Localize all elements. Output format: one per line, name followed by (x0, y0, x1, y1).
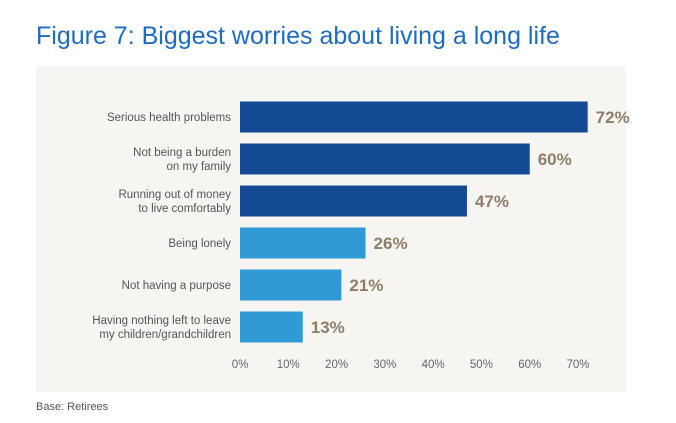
bar (240, 311, 303, 343)
x-tick-label: 0% (232, 359, 249, 371)
category-label: Serious health problems (107, 112, 231, 124)
data-label: 26% (374, 234, 408, 253)
category-label: my children/grandchildren (99, 329, 231, 341)
bar (240, 185, 467, 217)
x-tick-label: 40% (422, 359, 445, 371)
data-label: 47% (475, 192, 509, 211)
data-label: 13% (311, 318, 345, 337)
x-tick-label: 20% (325, 359, 348, 371)
x-tick-label: 70% (566, 359, 589, 371)
category-label: Not being a burden (133, 147, 231, 159)
x-tick-label: 50% (470, 359, 493, 371)
x-tick-label: 30% (373, 359, 396, 371)
category-label: to live comfortably (138, 203, 231, 215)
base-footnote: Base: Retirees (36, 401, 109, 413)
chart-title: Figure 7: Biggest worries about living a… (36, 22, 560, 50)
category-label: Running out of money (118, 189, 231, 201)
category-label: Being lonely (168, 238, 231, 250)
x-tick-label: 60% (518, 359, 541, 371)
category-label: Having nothing left to leave (92, 315, 231, 327)
data-label: 21% (349, 276, 383, 295)
data-label: 60% (538, 150, 572, 169)
category-label: Not having a purpose (122, 280, 231, 292)
bar (240, 143, 530, 175)
category-label: on my family (166, 161, 231, 173)
x-tick-label: 10% (277, 359, 300, 371)
bar (240, 269, 342, 301)
bar (240, 227, 366, 259)
data-label: 72% (596, 108, 630, 127)
bar (240, 101, 588, 133)
